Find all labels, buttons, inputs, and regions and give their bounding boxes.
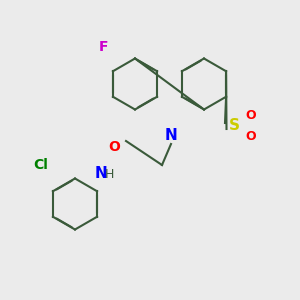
Text: H: H	[105, 167, 114, 181]
Text: F: F	[99, 40, 108, 53]
Text: O: O	[245, 130, 256, 143]
Text: S: S	[229, 118, 239, 134]
Text: Cl: Cl	[33, 158, 48, 172]
Text: N: N	[165, 128, 177, 142]
Text: O: O	[245, 109, 256, 122]
Text: N: N	[94, 167, 107, 182]
Text: O: O	[108, 140, 120, 154]
